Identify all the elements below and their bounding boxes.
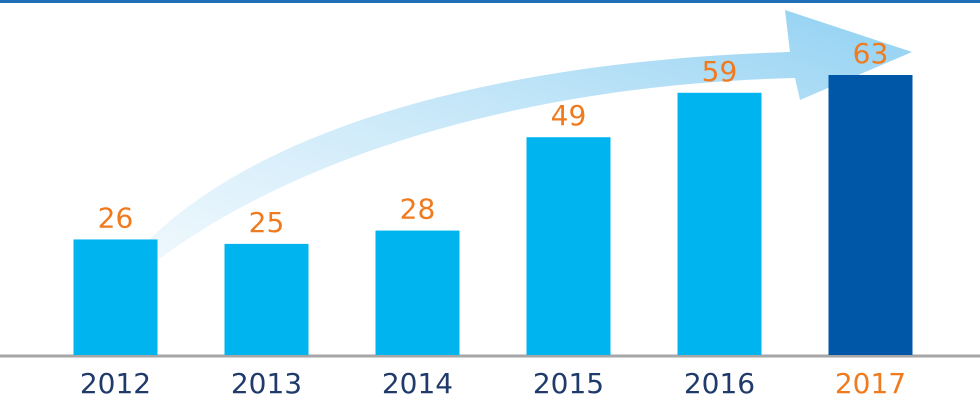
bar — [526, 137, 611, 355]
x-tick-label: 2014 — [382, 367, 453, 400]
x-tick-label: 2016 — [684, 367, 755, 400]
x-tick-label: 2017 — [835, 367, 906, 400]
x-tick-label: 2015 — [533, 367, 604, 400]
value-label: 59 — [702, 55, 738, 88]
bar — [73, 239, 158, 355]
value-label: 26 — [98, 201, 134, 234]
growth-arrow — [128, 10, 912, 266]
top-border — [0, 0, 980, 3]
value-label: 28 — [400, 193, 436, 226]
bar — [224, 243, 309, 355]
value-label: 49 — [551, 99, 587, 132]
bar — [375, 230, 460, 355]
bar — [828, 75, 913, 355]
value-label: 25 — [249, 206, 285, 239]
bar — [677, 92, 762, 356]
value-label: 63 — [853, 37, 889, 70]
x-tick-label: 2013 — [231, 367, 302, 400]
x-tick-label: 2012 — [80, 367, 151, 400]
